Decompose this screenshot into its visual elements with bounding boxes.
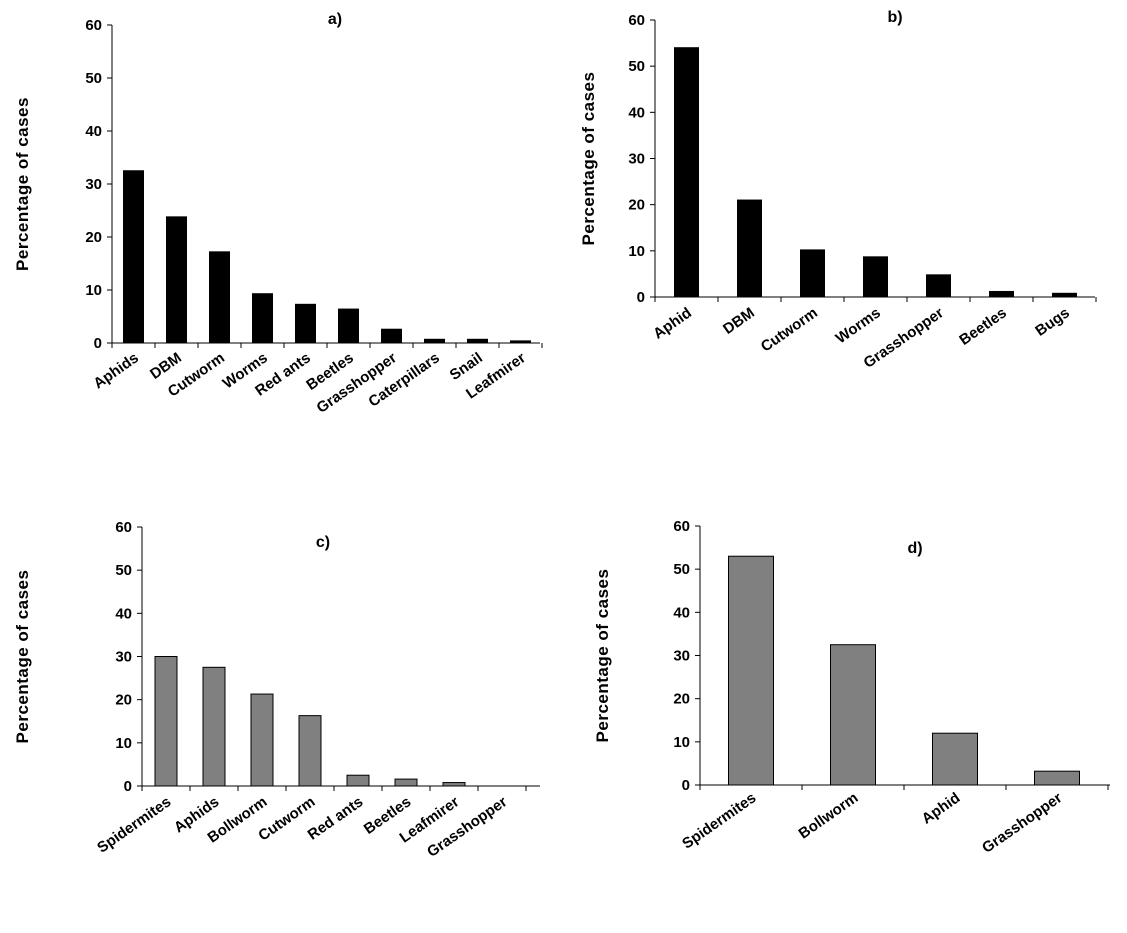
- y-axis-label-d: Percentage of cases: [593, 569, 612, 743]
- category-label-b: Aphid: [650, 304, 695, 342]
- category-label-d: Grasshopper: [979, 789, 1065, 857]
- y-tick-label-c: 40: [115, 605, 132, 622]
- chart-title-a: a): [328, 11, 342, 28]
- bar-b: [863, 256, 888, 298]
- y-tick-label-b: 0: [637, 289, 645, 306]
- bar-c: [346, 774, 370, 787]
- bar-b: [800, 249, 825, 298]
- bar-c: [394, 778, 418, 787]
- y-tick-label-d: 60: [673, 518, 690, 535]
- bar-a: [424, 338, 445, 344]
- category-label-c: Red ants: [305, 793, 367, 843]
- y-tick-label-d: 0: [682, 777, 690, 794]
- bar-b: [1052, 292, 1077, 298]
- bar-a: [381, 328, 402, 344]
- category-label-d: Spidermites: [679, 789, 759, 852]
- chart-title-d: d): [907, 540, 922, 557]
- bar-d: [1034, 770, 1080, 786]
- category-label-b: Cutworm: [758, 304, 821, 355]
- y-tick-label-d: 20: [673, 691, 690, 708]
- chart-c: c) Percentage of cases 0 10 20 30 40 50 60 Spider…: [13, 519, 540, 861]
- category-label-b: DBM: [720, 304, 758, 338]
- category-label-d: Bollworm: [796, 789, 862, 842]
- y-tick-label-d: 50: [673, 561, 690, 578]
- y-tick-label-c: 10: [115, 735, 132, 752]
- y-tick-label-b: 20: [628, 197, 645, 214]
- y-tick-label-c: 0: [124, 778, 132, 795]
- bar-a: [123, 170, 144, 344]
- category-label-c: Spidermites: [94, 793, 174, 856]
- chart-panel-b: b) Percentage of cases 0 10 20 30 40 50 60 Aphid D…: [570, 0, 1127, 470]
- y-tick-label-c: 60: [115, 519, 132, 536]
- y-tick-label-d: 40: [673, 604, 690, 621]
- y-tick-label-a: 50: [85, 70, 102, 87]
- bar-c: [154, 656, 178, 787]
- y-tick-label-a: 30: [85, 176, 102, 193]
- bar-a: [295, 303, 316, 344]
- bar-b: [989, 290, 1014, 298]
- y-tick-label-a: 60: [85, 17, 102, 34]
- chart-title-b: b): [887, 9, 902, 26]
- bar-a: [209, 251, 230, 344]
- bar-c: [250, 693, 274, 787]
- bar-a: [338, 308, 359, 344]
- category-label-b: Beetles: [956, 304, 1009, 349]
- y-tick-label-b: 40: [628, 104, 645, 121]
- y-tick-label-a: 40: [85, 123, 102, 140]
- bar-a: [166, 216, 187, 344]
- bar-b: [926, 274, 951, 298]
- chart-panel-c: c) Percentage of cases 0 10 20 30 40 50 60 Spider…: [0, 470, 560, 928]
- y-tick-label-c: 50: [115, 562, 132, 579]
- chart-panel-a: a) Percentage of cases 0 10 20 30 40 50 60 Aphids…: [0, 0, 560, 470]
- y-tick-label-c: 30: [115, 649, 132, 666]
- bar-c: [202, 666, 226, 787]
- y-tick-label-a: 20: [85, 229, 102, 246]
- chart-d: d) Percentage of cases 0 10 20 30 40 50 60 Spider…: [593, 518, 1110, 857]
- bar-a: [510, 340, 531, 344]
- y-tick-label-b: 60: [628, 12, 645, 29]
- category-label-a: Aphids: [90, 349, 141, 392]
- y-tick-label-a: 0: [94, 335, 102, 352]
- y-tick-label-b: 50: [628, 58, 645, 75]
- category-label-d: Aphid: [919, 789, 964, 827]
- bar-a: [467, 338, 488, 344]
- y-axis-label-b: Percentage of cases: [579, 72, 598, 246]
- bar-c: [442, 782, 466, 787]
- bar-b: [674, 47, 699, 298]
- bar-c: [298, 715, 322, 787]
- bar-b: [737, 199, 762, 298]
- chart-a: a) Percentage of cases 0 10 20 30 40 50 60 Aphids…: [13, 11, 543, 417]
- chart-b: b) Percentage of cases 0 10 20 30 40 50 60 Aphid D…: [579, 9, 1097, 372]
- y-tick-label-b: 10: [628, 243, 645, 260]
- category-label-b: Bugs: [1032, 304, 1072, 339]
- bar-a: [252, 293, 273, 344]
- y-tick-label-b: 30: [628, 151, 645, 168]
- y-tick-label-d: 10: [673, 734, 690, 751]
- chart-panel-d: d) Percentage of cases 0 10 20 30 40 50 60 Spider…: [570, 470, 1127, 928]
- y-axis-label-a: Percentage of cases: [13, 97, 32, 271]
- y-axis-label-c: Percentage of cases: [13, 570, 32, 744]
- category-label-b: Worms: [833, 304, 884, 347]
- y-tick-label-c: 20: [115, 692, 132, 709]
- y-tick-label-a: 10: [85, 282, 102, 299]
- bar-d: [728, 555, 774, 786]
- bar-d: [830, 644, 876, 786]
- y-tick-label-d: 30: [673, 648, 690, 665]
- bar-d: [932, 732, 978, 786]
- chart-title-c: c): [316, 534, 330, 551]
